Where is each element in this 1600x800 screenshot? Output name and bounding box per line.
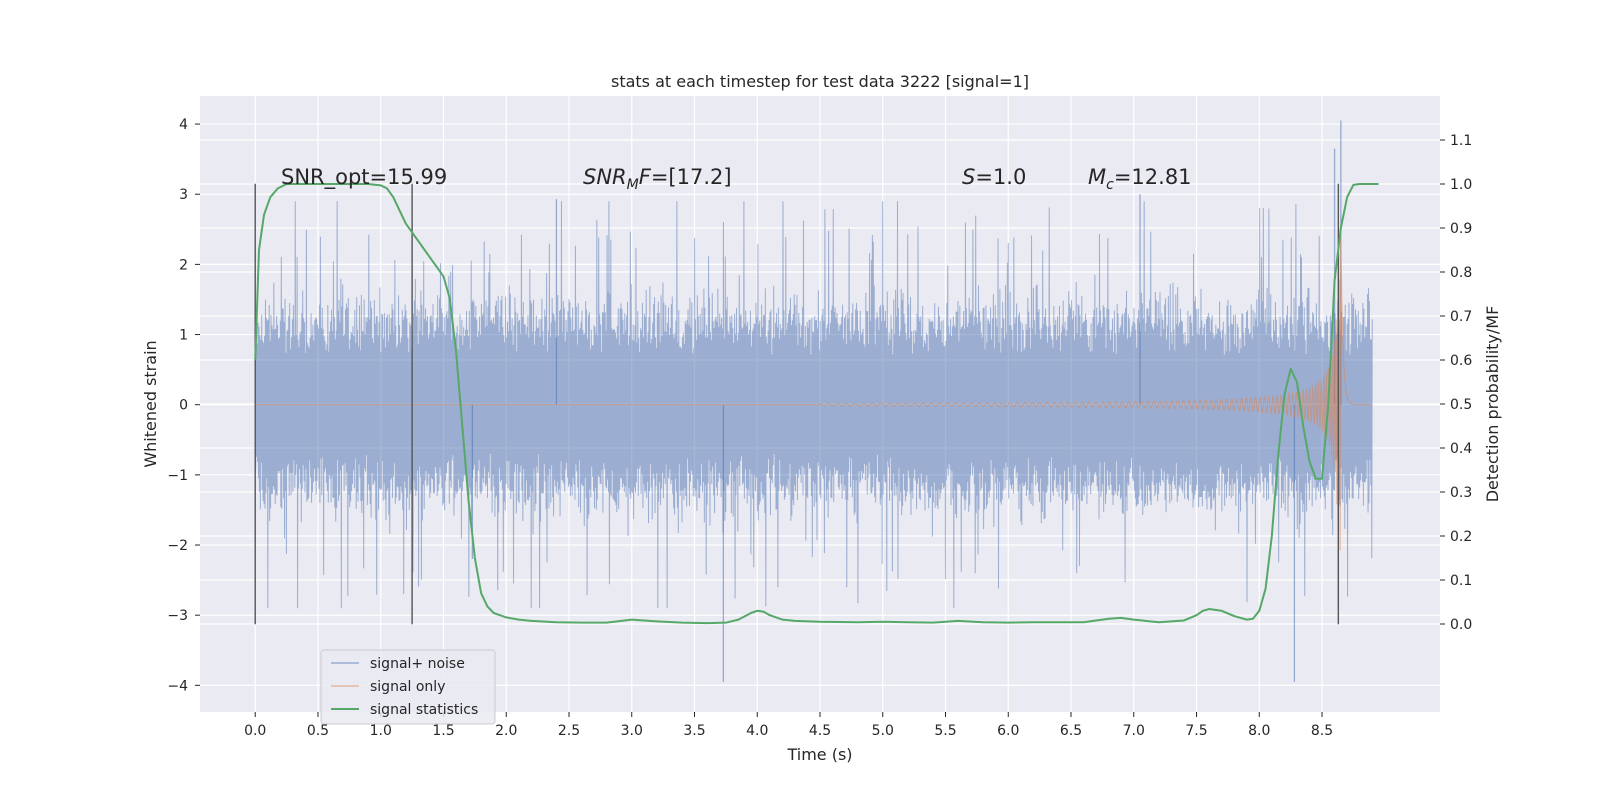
legend-label-signal-noise: signal+ noise <box>370 656 465 672</box>
y-right-tick-label: 1.0 <box>1450 177 1472 193</box>
y-tick-label: 3 <box>179 187 188 203</box>
x-tick-label: 6.5 <box>1060 723 1082 739</box>
y-tick-label: −2 <box>167 538 188 554</box>
y-right-tick-label: 0.9 <box>1450 221 1472 237</box>
signal-only-trace <box>255 236 1373 551</box>
legend-label-signal-statistics: signal statistics <box>370 702 478 718</box>
y-right-tick-label: 0.1 <box>1450 573 1472 589</box>
signal-only-line <box>255 236 1373 551</box>
y-axis-right-label: Detection probability/MF <box>1483 306 1502 503</box>
signal-statistics-line <box>254 183 1379 625</box>
y-axis-ticks: 4 3 2 1 0 −1 −2 −3 −4 <box>167 117 200 694</box>
x-tick-label: 1.0 <box>370 723 392 739</box>
y-right-tick-label: 0.7 <box>1450 309 1472 325</box>
x-axis-label: Time (s) <box>786 745 852 764</box>
signal-noise-line <box>254 201 1373 609</box>
x-tick-label: 3.0 <box>621 723 643 739</box>
y-right-tick-label: 0.0 <box>1450 617 1472 633</box>
y-tick-label: 4 <box>179 117 188 133</box>
y-right-tick-label: 0.6 <box>1450 353 1472 369</box>
y-right-tick-label: 0.8 <box>1450 265 1472 281</box>
y-tick-label: −3 <box>167 608 188 624</box>
chart-title: stats at each timestep for test data 322… <box>611 72 1029 91</box>
x-tick-label: 1.5 <box>432 723 454 739</box>
y-tick-label: −1 <box>167 468 188 484</box>
x-tick-label: 2.0 <box>495 723 517 739</box>
x-tick-label: 4.0 <box>746 723 768 739</box>
x-tick-label: 5.5 <box>934 723 956 739</box>
annotation-snr-mf: SNRMF=[17.2] <box>583 165 732 193</box>
x-tick-label: 7.0 <box>1123 723 1145 739</box>
x-tick-label: 6.0 <box>997 723 1019 739</box>
y-right-tick-label: 0.2 <box>1450 529 1472 545</box>
annotation-mc: Mc=12.81 <box>1088 165 1192 193</box>
y-right-tick-label: 0.4 <box>1450 441 1472 457</box>
x-tick-label: 3.5 <box>683 723 705 739</box>
y-right-tick-label: 0.3 <box>1450 485 1472 501</box>
x-tick-label: 2.5 <box>558 723 580 739</box>
signal-statistics-trace <box>254 183 1379 625</box>
legend: signal+ noise signal only signal statist… <box>320 649 496 725</box>
y-tick-label: 2 <box>179 257 188 273</box>
y-right-tick-label: 0.5 <box>1450 397 1472 413</box>
x-tick-label: 0.5 <box>307 723 329 739</box>
y-axis-right-ticks: 1.1 1.0 0.9 0.8 0.7 0.6 0.5 0.4 0.3 0.2 0.1 0.0 <box>1440 133 1472 633</box>
y-tick-label: −4 <box>167 678 188 694</box>
x-axis-ticks: 0.0 0.5 1.0 1.5 2.0 2.5 3.0 3.5 4.0 4.5 5.0 5.5 6.0 6… <box>244 712 1333 739</box>
y-tick-label: 1 <box>179 328 188 344</box>
annotation-s: S=1.0 <box>962 165 1026 189</box>
y-axis-label: Whitened strain <box>141 340 160 467</box>
y-tick-label: 0 <box>179 398 188 414</box>
y-right-tick-label: 1.1 <box>1450 133 1472 149</box>
annotation-snr-opt: SNR_opt=15.99 <box>281 165 447 190</box>
x-tick-label: 8.5 <box>1311 723 1333 739</box>
legend-box <box>320 649 496 725</box>
legend-label-signal-only: signal only <box>370 679 445 695</box>
x-tick-label: 7.5 <box>1185 723 1207 739</box>
x-tick-label: 5.0 <box>872 723 894 739</box>
x-tick-label: 8.0 <box>1248 723 1270 739</box>
x-tick-label: 0.0 <box>244 723 266 739</box>
x-tick-label: 4.5 <box>809 723 831 739</box>
